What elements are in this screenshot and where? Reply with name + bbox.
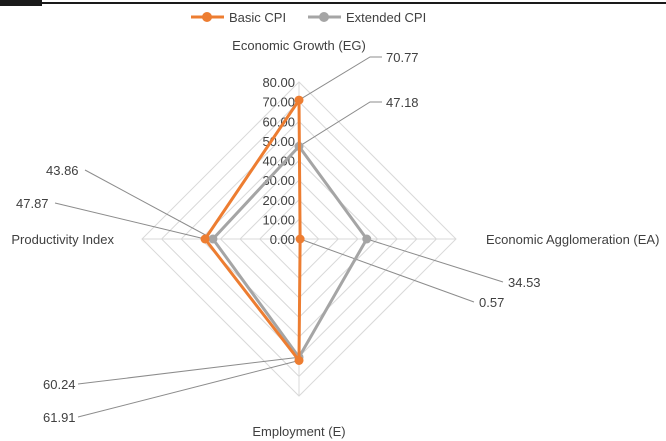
axis-label: Economic Agglomeration (EA) — [486, 232, 659, 247]
series-point — [295, 234, 305, 244]
series-group — [200, 95, 372, 365]
series-point — [294, 355, 304, 365]
leader-line — [298, 101, 382, 147]
legend-label-extended-cpi: Extended CPI — [346, 10, 426, 25]
data-label: 47.87 — [16, 196, 49, 211]
leader-line — [77, 356, 300, 385]
data-label-leaders — [54, 56, 504, 418]
series-point — [208, 234, 218, 244]
tick-label: 20.00 — [262, 193, 295, 208]
series-point — [362, 234, 372, 244]
leader-line — [299, 238, 475, 303]
legend-marker-basic-cpi — [202, 12, 212, 22]
data-label: 70.77 — [386, 50, 419, 65]
series-point — [200, 234, 210, 244]
legend-label-basic-cpi: Basic CPI — [229, 10, 286, 25]
leader-line — [77, 360, 300, 418]
tick-label: 0.00 — [270, 232, 295, 247]
axis-label: Economic Growth (EG) — [232, 38, 366, 53]
tick-label: 80.00 — [262, 75, 295, 90]
leader-line — [366, 238, 504, 283]
axis-labels: Economic Growth (EG) Economic Agglomerati… — [11, 38, 659, 439]
data-label: 34.53 — [508, 275, 541, 290]
tick-label: 70.00 — [262, 95, 295, 110]
tick-label: 60.00 — [262, 114, 295, 129]
leader-line — [298, 56, 382, 101]
tick-label: 40.00 — [262, 154, 295, 169]
data-label: 61.91 — [43, 410, 76, 425]
leader-line — [54, 202, 206, 240]
data-labels: 70.77 0.57 61.91 47.87 47.18 34.53 60.24 43.86 — [16, 50, 541, 425]
data-label: 0.57 — [479, 295, 504, 310]
series-point — [294, 95, 304, 105]
axis-label: Employment (E) — [252, 424, 345, 439]
data-label: 47.18 — [386, 95, 419, 110]
corner-bar — [0, 0, 42, 6]
data-label: 60.24 — [43, 377, 76, 392]
legend: Basic CPI Extended CPI — [191, 10, 426, 25]
axis-label: Productivity Index — [11, 232, 114, 247]
tick-label: 50.00 — [262, 134, 295, 149]
legend-marker-extended-cpi — [319, 12, 329, 22]
radial-tick-labels: 0.0010.0020.0030.0040.0050.0060.0070.008… — [262, 75, 295, 247]
data-label: 43.86 — [46, 163, 79, 178]
tick-label: 10.00 — [262, 212, 295, 227]
leader-line — [84, 169, 214, 240]
